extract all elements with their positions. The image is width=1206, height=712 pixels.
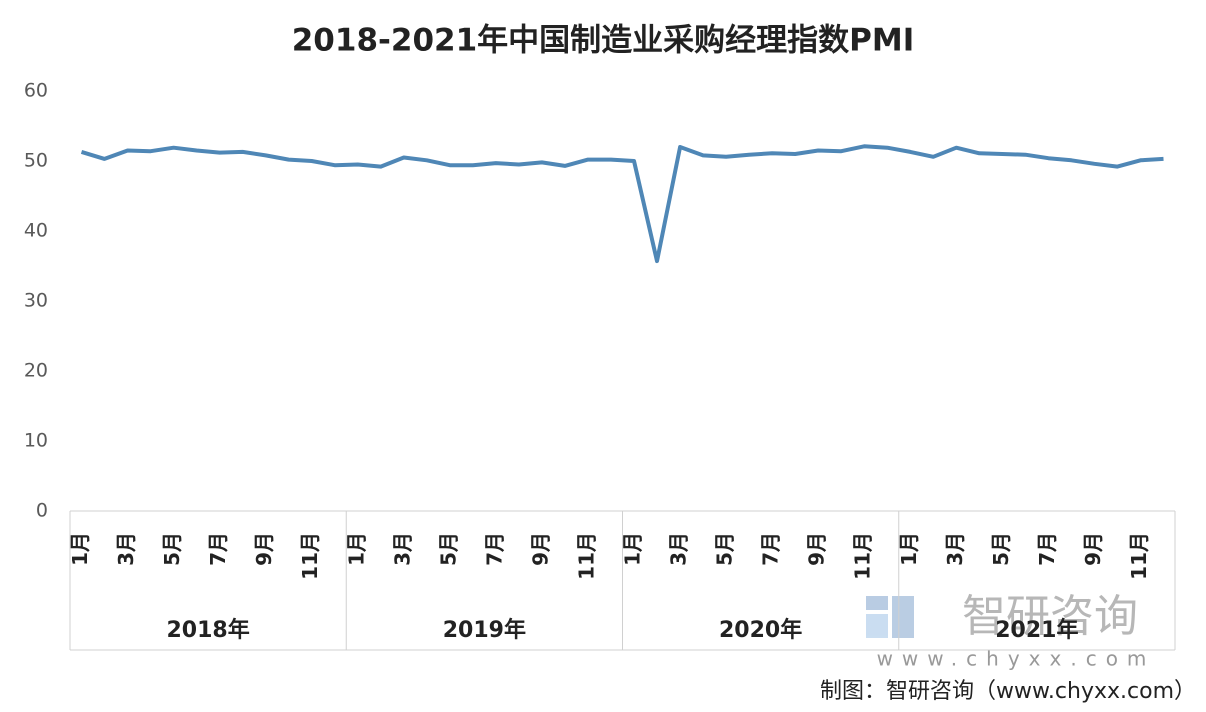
y-tick-label: 60 [24,80,48,102]
x-tick-label: 3月 [390,532,414,566]
x-tick-label: 7月 [1035,532,1059,566]
y-tick-label: 30 [24,290,48,312]
watermark [866,596,914,638]
y-tick-label: 0 [36,500,48,522]
x-tick-label: 9月 [252,532,276,566]
x-tick-label: 5月 [989,532,1013,566]
source-note: 制图：智研咨询（www.chyxx.com） [820,679,1196,704]
x-tick-label: 9月 [528,532,552,566]
x-tick-label: 9月 [1081,532,1105,566]
x-tick-label: 1月 [344,532,368,566]
x-tick-label: 7月 [759,532,783,566]
group-label: 2020年 [719,617,802,643]
logo-block [866,596,888,610]
x-tick-label: 1月 [68,532,92,566]
y-tick-label: 20 [24,360,48,382]
x-tick-label: 3月 [114,532,138,566]
x-tick-label: 5月 [436,532,460,566]
watermark-text: 智研咨询 [962,591,1138,642]
y-tick-label: 40 [24,220,48,242]
x-tick-label: 3月 [943,532,967,566]
y-tick-label: 10 [24,430,48,452]
y-tick-label: 50 [24,150,48,172]
x-tick-label: 1月 [897,532,921,566]
x-tick-label: 5月 [713,532,737,566]
group-label: 2019年 [443,617,526,643]
x-tick-label: 11月 [851,532,875,580]
x-tick-label: 1月 [621,532,645,566]
x-tick-label: 11月 [298,532,322,580]
data-line [80,144,1164,264]
x-tick-label: 11月 [1127,532,1151,580]
group-label: 2021年 [995,617,1078,643]
x-tick-label: 9月 [805,532,829,566]
logo-block [866,614,888,638]
x-tick-label: 11月 [574,532,598,580]
x-tick-label: 7月 [206,532,230,566]
x-tick-label: 3月 [667,532,691,566]
group-label: 2018年 [167,617,250,643]
x-tick-label: 7月 [482,532,506,566]
logo-block [892,596,914,638]
x-tick-label: 5月 [160,532,184,566]
chart-title: 2018-2021年中国制造业采购经理指数PMI [292,23,915,59]
